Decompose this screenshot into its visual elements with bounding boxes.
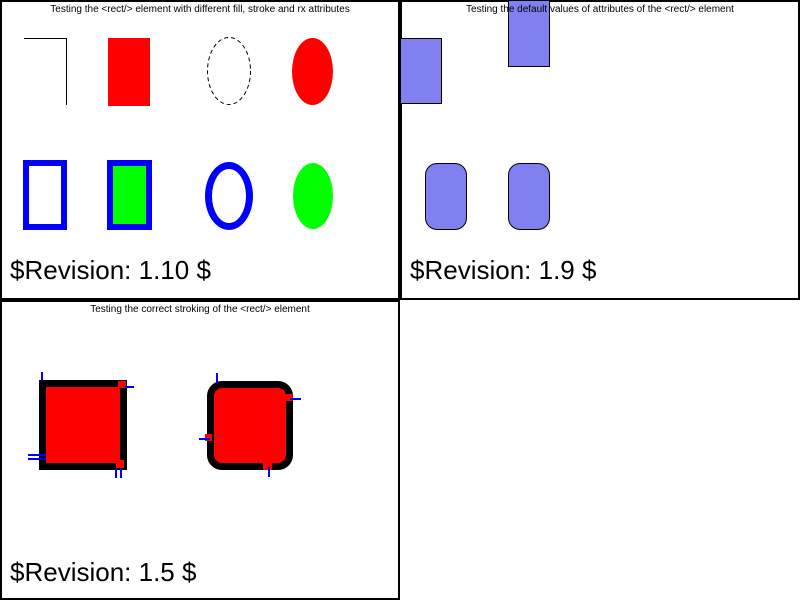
reference-tick [290,398,301,400]
revision-text: $Revision: 1.10 $ [10,255,211,285]
rect-stroked-rounded-square [207,381,293,470]
reference-tick [28,458,46,460]
rect-red-fill [108,38,150,106]
reference-tick [115,468,117,478]
revision-text: $Revision: 1.9 $ [410,255,597,285]
reference-tick [28,454,46,456]
reference-tick [199,438,210,440]
empty-quadrant [402,302,800,600]
rect-blue-stroke [23,160,67,230]
stroke-gap-notch [263,462,272,470]
rect-rounded-default-2 [508,163,550,230]
reference-tick [268,467,270,477]
rect-default-y [508,0,550,67]
stroke-gap-notch [116,460,124,468]
rect-stroked-square [39,380,127,470]
panel-rect-defaults: Testing the default values of attributes… [400,0,800,300]
rect-rounded-red-fill [292,38,333,105]
stroke-gap-notch [205,434,212,441]
panel-rect-stroking: Testing the correct stroking of the <rec… [0,300,400,600]
panel-rect-attributes: Testing the <rect/> element with differe… [0,0,400,300]
rect-blue-stroke-green-fill [107,160,152,230]
rect-rounded-dashed-outline [207,37,251,105]
rect-rounded-blue-stroke [205,162,253,230]
panel-title: Testing the correct stroking of the <rec… [90,304,310,315]
panel-title: Testing the default values of attributes… [466,4,734,15]
rect-default-x [400,38,442,104]
reference-tick [41,372,43,381]
panel-title: Testing the <rect/> element with differe… [50,4,350,15]
reference-tick [120,468,122,478]
rect-rounded-green-fill [293,163,333,229]
rect-rounded-default-1 [425,163,467,230]
reference-tick [125,386,134,388]
rect-outline-corner [24,38,67,105]
revision-text: $Revision: 1.5 $ [10,557,197,587]
stroke-gap-notch [286,394,293,401]
stroke-gap-notch [118,381,126,388]
reference-tick [216,373,218,383]
